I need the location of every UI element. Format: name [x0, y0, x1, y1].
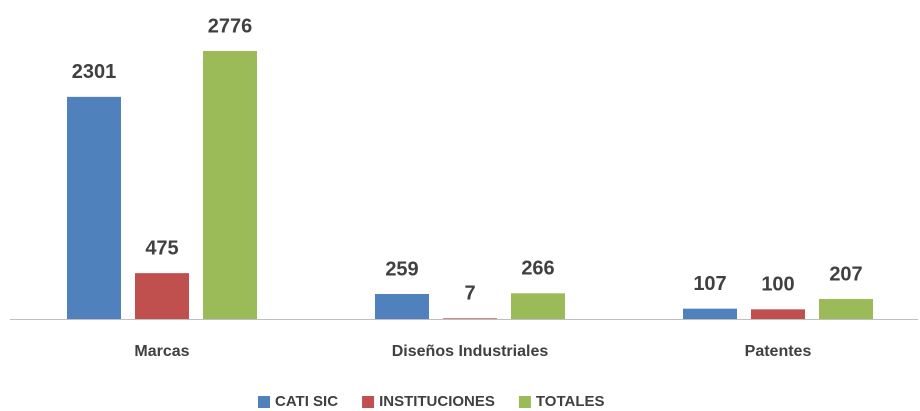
- bar: [751, 309, 805, 319]
- data-label: 259: [385, 258, 418, 280]
- legend-label: INSTITUCIONES: [379, 393, 495, 410]
- legend-label: CATI SIC: [275, 393, 338, 410]
- legend-swatch: [362, 396, 375, 408]
- data-label: 266: [521, 258, 554, 280]
- data-label: 475: [145, 237, 178, 259]
- bar: [375, 293, 429, 319]
- x-tick-label: Marcas: [134, 343, 189, 360]
- x-tick-label: Diseños Industriales: [392, 343, 549, 360]
- bar: [443, 318, 497, 319]
- data-label: 7: [464, 283, 475, 305]
- legend-swatch: [258, 396, 270, 408]
- data-label: 2301: [72, 61, 117, 83]
- x-tick-label: Patentes: [745, 343, 812, 360]
- data-label: 207: [829, 263, 862, 285]
- bar: [511, 293, 565, 319]
- bar: [683, 308, 737, 319]
- legend-swatch: [518, 396, 531, 408]
- bar: [67, 96, 121, 319]
- legend-label: TOTALES: [536, 393, 605, 410]
- data-label: 100: [761, 274, 794, 296]
- data-label: 2776: [208, 15, 253, 37]
- bar: [819, 299, 873, 319]
- bar: [203, 51, 257, 319]
- data-label: 107: [693, 273, 726, 295]
- bar: [135, 273, 189, 319]
